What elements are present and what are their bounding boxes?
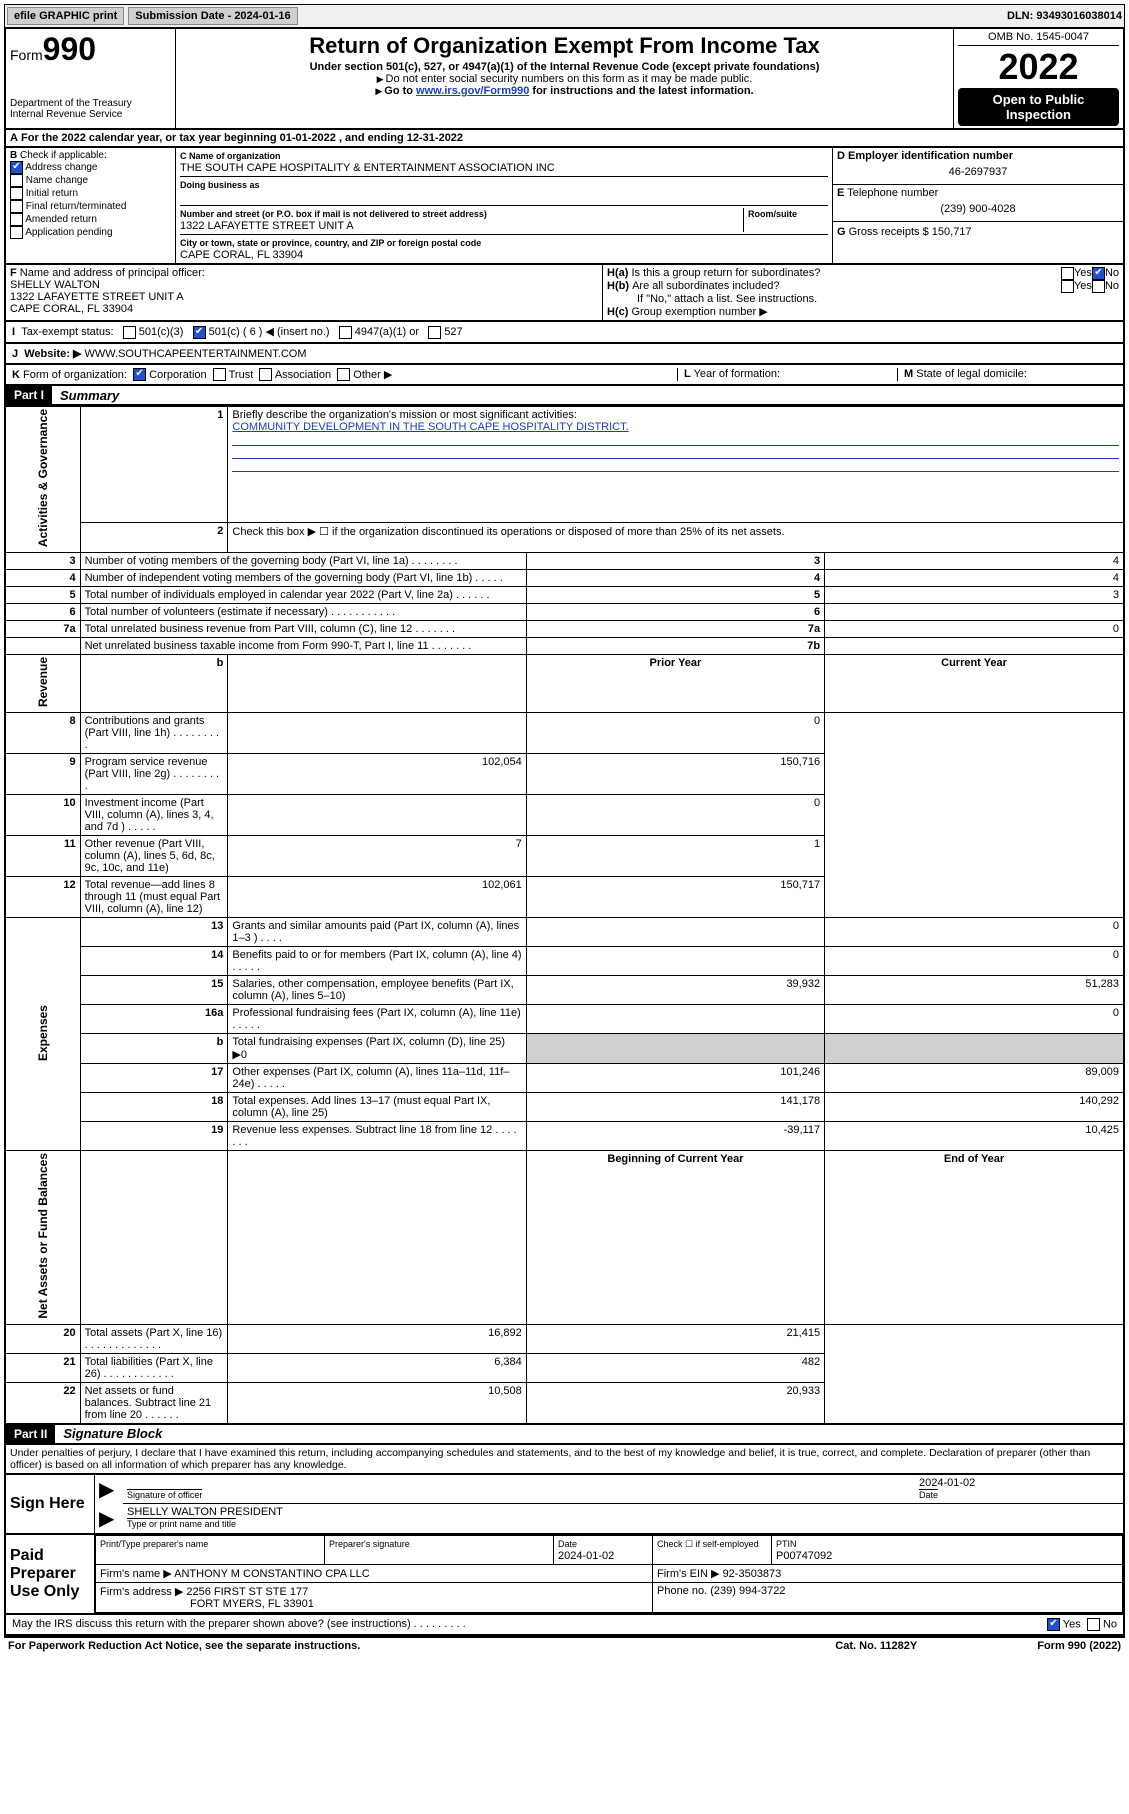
chk-trust[interactable]	[213, 368, 226, 381]
subtitle-2: Do not enter social security numbers on …	[180, 73, 949, 85]
efile-print-button[interactable]: efile GRAPHIC print	[7, 7, 124, 25]
topbar: efile GRAPHIC print Submission Date - 20…	[4, 4, 1125, 28]
row-a-tax-year: A For the 2022 calendar year, or tax yea…	[4, 130, 1125, 148]
box-f-officer: F Name and address of principal officer:…	[6, 265, 603, 320]
page-footer: For Paperwork Reduction Act Notice, see …	[4, 1636, 1125, 1654]
main-info-box: B Check if applicable: Address change Na…	[4, 148, 1125, 265]
box-d-e-g: D Employer identification number46-26979…	[833, 148, 1123, 263]
submission-date-button[interactable]: Submission Date - 2024-01-16	[128, 7, 297, 25]
section-governance: Activities & Governance	[5, 407, 80, 553]
form-header: Form990 Department of the Treasury Inter…	[4, 28, 1125, 130]
irs-label: Internal Revenue Service	[10, 109, 171, 120]
dln-label: DLN: 93493016038014	[1007, 10, 1122, 22]
discuss-row: May the IRS discuss this return with the…	[4, 1615, 1125, 1636]
website-value: WWW.SOUTHCAPEENTERTAINMENT.COM	[84, 348, 306, 360]
box-h: H(a) Is this a group return for subordin…	[603, 265, 1123, 320]
subtitle-1: Under section 501(c), 527, or 4947(a)(1)…	[180, 61, 949, 73]
sign-here-block: Sign Here ▶ Signature of officer 2024-01…	[4, 1475, 1125, 1535]
gross-receipts: 150,717	[932, 226, 972, 238]
sign-here-label: Sign Here	[5, 1475, 95, 1534]
dept-treasury: Department of the Treasury	[10, 98, 171, 109]
open-to-public: Open to Public Inspection	[958, 88, 1119, 126]
chk-501c3[interactable]	[123, 326, 136, 339]
penalties-text: Under penalties of perjury, I declare th…	[4, 1445, 1125, 1475]
chk-527[interactable]	[428, 326, 441, 339]
ein-value: 46-2697937	[837, 162, 1119, 182]
paid-preparer-label: Paid Preparer Use Only	[5, 1535, 95, 1614]
boxb-chk-3[interactable]	[10, 200, 23, 213]
boxb-chk-1[interactable]	[10, 174, 23, 187]
header-right: OMB No. 1545-0047 2022 Open to Public In…	[953, 29, 1123, 128]
chk-501c[interactable]	[193, 326, 206, 339]
form-number: Form990	[10, 31, 171, 68]
org-city: CAPE CORAL, FL 33904	[180, 249, 303, 261]
chk-4947[interactable]	[339, 326, 352, 339]
boxb-chk-0[interactable]	[10, 161, 23, 174]
form-title: Return of Organization Exempt From Incom…	[180, 33, 949, 59]
header-middle: Return of Organization Exempt From Incom…	[176, 29, 953, 128]
summary-table: Activities & Governance 1 Briefly descri…	[4, 406, 1125, 1425]
discuss-no[interactable]	[1087, 1618, 1100, 1631]
row-i-tax-status: I Tax-exempt status: 501(c)(3) 501(c) ( …	[4, 322, 1125, 344]
box-c-org-info: C Name of organization THE SOUTH CAPE HO…	[176, 148, 833, 263]
subtitle-3: Go to www.irs.gov/Form990 for instructio…	[180, 85, 949, 97]
part2-header: Part II Signature Block	[4, 1425, 1125, 1445]
boxb-chk-5[interactable]	[10, 226, 23, 239]
part1-header: Part I Summary	[4, 386, 1125, 406]
row-j-website: J Website: ▶ WWW.SOUTHCAPEENTERTAINMENT.…	[4, 344, 1125, 365]
ha-no[interactable]	[1092, 267, 1105, 280]
boxb-chk-4[interactable]	[10, 213, 23, 226]
mission-text[interactable]: COMMUNITY DEVELOPMENT IN THE SOUTH CAPE …	[232, 421, 628, 433]
header-left: Form990 Department of the Treasury Inter…	[6, 29, 176, 128]
omb-number: OMB No. 1545-0047	[958, 31, 1119, 46]
org-address: 1322 LAFAYETTE STREET UNIT A	[180, 220, 354, 232]
tax-year: 2022	[958, 46, 1119, 88]
phone-value: (239) 900-4028	[837, 199, 1119, 219]
discuss-yes[interactable]	[1047, 1618, 1060, 1631]
chk-assoc[interactable]	[259, 368, 272, 381]
paid-preparer-block: Paid Preparer Use Only Print/Type prepar…	[4, 1535, 1125, 1615]
box-b-checkboxes: B Check if applicable: Address change Na…	[6, 148, 176, 263]
ha-yes[interactable]	[1061, 267, 1074, 280]
chk-corp[interactable]	[133, 368, 146, 381]
boxb-chk-2[interactable]	[10, 187, 23, 200]
irs-link[interactable]: www.irs.gov/Form990	[416, 85, 529, 97]
section-net-assets: Net Assets or Fund Balances	[5, 1151, 80, 1325]
hb-no[interactable]	[1092, 280, 1105, 293]
row-f-h: F Name and address of principal officer:…	[4, 265, 1125, 322]
hb-yes[interactable]	[1061, 280, 1074, 293]
org-name: THE SOUTH CAPE HOSPITALITY & ENTERTAINME…	[180, 162, 555, 174]
row-k-form-org: K Form of organization: Corporation Trus…	[4, 365, 1125, 387]
section-revenue: Revenue	[5, 655, 80, 713]
chk-other[interactable]	[337, 368, 350, 381]
